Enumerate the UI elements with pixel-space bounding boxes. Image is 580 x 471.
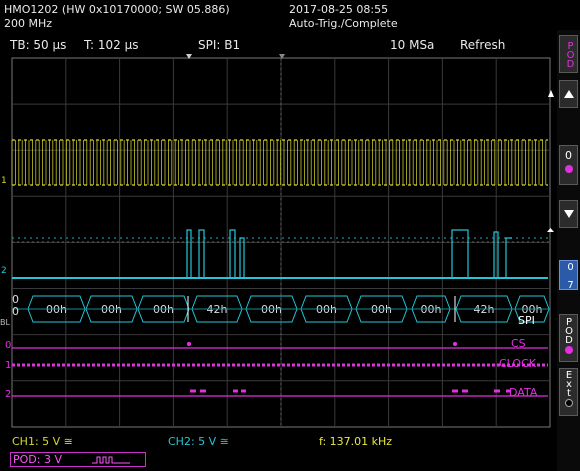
bus-start-value-1: 0	[12, 305, 19, 318]
timebase-readout[interactable]: TB: 50 µs	[10, 38, 67, 52]
digital-cs-edge-a	[186, 341, 192, 347]
bus-start-value-0: 0	[12, 293, 19, 306]
digital-channel-number-2: 2	[5, 389, 12, 400]
digital-cs-edge-b	[452, 341, 458, 347]
ch2-waveform	[12, 229, 548, 279]
digital-channel-number-1: 1	[5, 360, 12, 371]
acquisition-mode-readout[interactable]: Refresh	[460, 38, 506, 52]
ext-indicator-icon	[564, 399, 573, 407]
digital-channel-number-0: 0	[5, 340, 12, 351]
waveform-display[interactable]: 00h 00h 00h 42h 00h 00h 00h 00h 42h 00h	[0, 52, 557, 432]
scroll-up-button[interactable]	[559, 80, 578, 108]
side-panel: POD 0 0 7 POD Ext	[557, 30, 580, 471]
date-time: 2017-08-25 08:55	[289, 3, 389, 16]
trigger-position-markers	[186, 54, 285, 59]
sample-rate-readout[interactable]: 10 MSa	[390, 38, 435, 52]
bus-frame	[514, 295, 550, 323]
ext-button-label: Ext	[563, 370, 575, 397]
instrument-model: HMO1202 (HW 0x10170000; SW 05.886)	[4, 3, 230, 16]
digital-pulse-icon	[92, 456, 130, 464]
triangle-up-icon	[563, 90, 574, 98]
ch2-marker[interactable]: 2	[1, 266, 7, 276]
acquisition-status: Auto-Trig./Complete	[289, 17, 398, 30]
ch1-scale-readout[interactable]: CH1: 5 V ≅	[12, 435, 73, 448]
pod-indicator-icon	[564, 346, 573, 354]
spi-bus-decode: 00h 00h 00h 42h 00h 00h 00h 00h 42h 00h	[12, 295, 550, 323]
channel-zero-indicator-icon	[564, 165, 573, 173]
frequency-readout: f: 137.01 kHz	[319, 435, 393, 448]
pod-threshold-readout: POD: 3 V	[13, 453, 62, 466]
ext-button[interactable]: Ext	[559, 368, 578, 416]
channel-zero-button[interactable]: 0	[559, 145, 578, 185]
pod-button-top[interactable]: POD	[559, 35, 578, 73]
digital-channels	[12, 341, 548, 397]
ch1-waveform	[11, 139, 548, 186]
instrument-bandwidth: 200 MHz	[4, 17, 53, 30]
pod-range-button[interactable]: 0 7	[559, 260, 578, 290]
bus-marker: BL	[0, 318, 10, 327]
ch1-edges	[11, 140, 547, 185]
channel-zero-label: 0	[565, 149, 572, 162]
scroll-down-button[interactable]	[559, 200, 578, 228]
bus-readout[interactable]: SPI: B1	[198, 38, 241, 52]
pod-threshold-box[interactable]: POD: 3 V	[10, 452, 146, 467]
digital-name-cs: CS	[511, 337, 526, 350]
bus-label: SPI	[518, 314, 535, 327]
ch1-offset-arrow	[548, 90, 554, 97]
pod-button[interactable]: POD	[559, 314, 578, 362]
triangle-down-icon	[563, 210, 574, 218]
ch2-pulses	[186, 229, 512, 278]
digital-name-clock: CLOCK	[499, 357, 536, 370]
ch1-marker[interactable]: 1	[1, 176, 7, 186]
pod-button-label: POD	[563, 317, 575, 344]
trigger-time-readout[interactable]: T: 102 µs	[84, 38, 139, 52]
ch2-scale-readout[interactable]: CH2: 5 V ≅	[168, 435, 229, 448]
digital-name-data: DATA	[509, 386, 538, 399]
ch2-offset-arrow	[547, 228, 554, 232]
status-bar: TB: 50 µs T: 102 µs SPI: B1 10 MSa Refre…	[0, 33, 557, 57]
